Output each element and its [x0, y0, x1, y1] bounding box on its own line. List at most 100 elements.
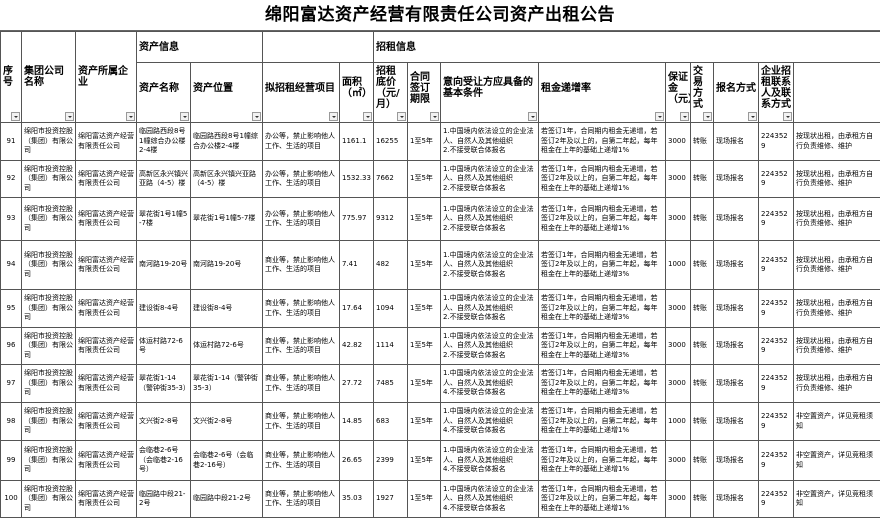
cell-asset-location[interactable]: 会临巷2-6号（会临巷2-16号）	[191, 441, 263, 481]
cell-deposit[interactable]: 3000	[666, 123, 691, 161]
cell-rent-increase[interactable]: 若签订1年，合同期内租金无递增，若签订2年及以上的，自第二年起，每年租金在上年的…	[539, 290, 666, 328]
cell-deposit[interactable]: 1000	[666, 241, 691, 290]
cell-group-company[interactable]: 绵阳市投资控股（集团）有限公司	[22, 328, 76, 365]
cell-deposit[interactable]: 3000	[666, 161, 691, 198]
cell-rent-increase[interactable]: 若签订1年，合同期内租金无递增，若签订2年及以上的，自第二年起，每年租金在上年的…	[539, 161, 666, 198]
cell-area[interactable]: 35.03	[340, 481, 374, 518]
cell-owner-company[interactable]: 绵阳富达资产经营有限责任公司	[76, 123, 137, 161]
filter-dropdown-button[interactable]	[126, 112, 135, 121]
filter-dropdown-button[interactable]	[180, 112, 189, 121]
cell-asset-name[interactable]: 文兴街2-8号	[137, 403, 191, 441]
cell-rent-increase[interactable]: 若签订1年，合同期内租金无递增，若签订2年及以上的，自第二年起，每年租金在上年的…	[539, 481, 666, 518]
cell-bidder-conditions[interactable]: 1.中国境内依法设立的企业法人、自然人及其他组织 2.不接受联合体报名	[441, 241, 539, 290]
filter-dropdown-button[interactable]	[65, 112, 74, 121]
cell-business-scope[interactable]: 商业等，禁止影响他人工作、生活的项目	[263, 365, 340, 403]
cell-owner-company[interactable]: 绵阳富达资产经营有限责任公司	[76, 241, 137, 290]
cell-bidder-conditions[interactable]: 1.中国境内依法设立的企业法人、自然人及其他组织 4.不接受联合体报名	[441, 403, 539, 441]
cell-contract-term[interactable]: 1至5年	[408, 481, 441, 518]
cell-remarks[interactable]: 非空置资产，详见竞租须知	[794, 403, 880, 441]
cell-area[interactable]: 42.82	[340, 328, 374, 365]
cell-bidder-conditions[interactable]: 1.中国境内依法设立的企业法人、自然人及其他组织 2.不接受联合体报名	[441, 290, 539, 328]
cell-group-company[interactable]: 绵阳市投资控股（集团）有限公司	[22, 365, 76, 403]
cell-base-price[interactable]: 1094	[374, 290, 408, 328]
cell-remarks[interactable]: 按现状出租，由承租方自行负责维修、维护	[794, 365, 880, 403]
cell-asset-location[interactable]: 建设街8-4号	[191, 290, 263, 328]
cell-remarks[interactable]: 按现状出租，由承租方自行负责维修、维护	[794, 161, 880, 198]
cell-seq[interactable]: 100	[1, 481, 22, 518]
cell-business-scope[interactable]: 商业等，禁止影响他人工作、生活的项目	[263, 403, 340, 441]
cell-contact[interactable]: 2243529	[759, 403, 794, 441]
cell-base-price[interactable]: 16255	[374, 123, 408, 161]
cell-deposit[interactable]: 3000	[666, 481, 691, 518]
filter-dropdown-button[interactable]	[252, 112, 261, 121]
cell-base-price[interactable]: 1114	[374, 328, 408, 365]
cell-deposit[interactable]: 3000	[666, 328, 691, 365]
cell-rent-increase[interactable]: 若签订1年，合同期内租金无递增，若签订2年及以上的，自第二年起，每年租金在上年的…	[539, 365, 666, 403]
filter-dropdown-button[interactable]	[11, 112, 20, 121]
cell-signup-method[interactable]: 现场报名	[714, 123, 759, 161]
cell-area[interactable]: 26.65	[340, 441, 374, 481]
cell-owner-company[interactable]: 绵阳富达资产经营有限责任公司	[76, 161, 137, 198]
cell-contact[interactable]: 2243529	[759, 481, 794, 518]
cell-asset-name[interactable]: 建设街8-4号	[137, 290, 191, 328]
cell-rent-increase[interactable]: 若签订1年，合同期内租金无递增，若签订2年及以上的，自第二年起，每年租金在上年的…	[539, 441, 666, 481]
cell-signup-method[interactable]: 现场报名	[714, 290, 759, 328]
cell-base-price[interactable]: 683	[374, 403, 408, 441]
cell-seq[interactable]: 92	[1, 161, 22, 198]
cell-asset-name[interactable]: 翠花街1-14（警钟街35-3）	[137, 365, 191, 403]
cell-bidder-conditions[interactable]: 1.中国境内依法设立的企业法人、自然人及其他组织 2.不接受联合体报名	[441, 161, 539, 198]
cell-group-company[interactable]: 绵阳市投资控股（集团）有限公司	[22, 123, 76, 161]
cell-bidder-conditions[interactable]: 1.中国境内依法设立的企业法人、自然人及其他组织 4.不接受联合体报名	[441, 365, 539, 403]
cell-area[interactable]: 775.97	[340, 198, 374, 241]
cell-deposit[interactable]: 3000	[666, 198, 691, 241]
cell-remarks[interactable]: 按现状出租，由承租方自行负责维修、维护	[794, 241, 880, 290]
cell-seq[interactable]: 94	[1, 241, 22, 290]
cell-area[interactable]: 7.41	[340, 241, 374, 290]
cell-deposit[interactable]: 3000	[666, 365, 691, 403]
cell-asset-name[interactable]: 翠花街1号1幢5-7楼	[137, 198, 191, 241]
cell-contact[interactable]: 2243529	[759, 123, 794, 161]
cell-business-scope[interactable]: 商业等，禁止影响他人工作、生活的项目	[263, 481, 340, 518]
filter-dropdown-button[interactable]	[397, 112, 406, 121]
cell-contract-term[interactable]: 1至5年	[408, 241, 441, 290]
cell-owner-company[interactable]: 绵阳富达资产经营有限责任公司	[76, 198, 137, 241]
filter-dropdown-button[interactable]	[703, 112, 712, 121]
cell-contract-term[interactable]: 1至5年	[408, 403, 441, 441]
cell-remarks[interactable]: 按现状出租，由承租方自行负责维修、维护	[794, 290, 880, 328]
cell-contact[interactable]: 2243529	[759, 198, 794, 241]
cell-base-price[interactable]: 482	[374, 241, 408, 290]
cell-area[interactable]: 1532.33	[340, 161, 374, 198]
cell-asset-name[interactable]: 高新区永兴镇兴亚路（4-5）楼	[137, 161, 191, 198]
cell-asset-location[interactable]: 体运村路72-6号	[191, 328, 263, 365]
cell-contract-term[interactable]: 1至5年	[408, 365, 441, 403]
cell-signup-method[interactable]: 现场报名	[714, 328, 759, 365]
cell-payment-method[interactable]: 转账	[691, 290, 714, 328]
cell-signup-method[interactable]: 现场报名	[714, 481, 759, 518]
cell-asset-name[interactable]: 会临巷2-6号（会临巷2-16号）	[137, 441, 191, 481]
cell-contact[interactable]: 2243529	[759, 290, 794, 328]
cell-business-scope[interactable]: 办公等，禁止影响他人工作、生活的项目	[263, 161, 340, 198]
cell-owner-company[interactable]: 绵阳富达资产经营有限责任公司	[76, 290, 137, 328]
cell-group-company[interactable]: 绵阳市投资控股（集团）有限公司	[22, 403, 76, 441]
cell-asset-location[interactable]: 翠花街1-14（警钟街35-3）	[191, 365, 263, 403]
cell-payment-method[interactable]: 转账	[691, 365, 714, 403]
cell-business-scope[interactable]: 商业等，禁止影响他人工作、生活的项目	[263, 290, 340, 328]
cell-payment-method[interactable]: 转账	[691, 403, 714, 441]
cell-asset-location[interactable]: 临园路西段8号1幢综合办公楼2-4楼	[191, 123, 263, 161]
filter-dropdown-button[interactable]	[655, 112, 664, 121]
cell-contract-term[interactable]: 1至5年	[408, 123, 441, 161]
cell-rent-increase[interactable]: 若签订1年，合同期内租金无递增，若签订2年及以上的，自第二年起，每年租金在上年的…	[539, 198, 666, 241]
cell-contact[interactable]: 2243529	[759, 161, 794, 198]
cell-base-price[interactable]: 7485	[374, 365, 408, 403]
cell-asset-name[interactable]: 临园路中段21-2号	[137, 481, 191, 518]
cell-seq[interactable]: 97	[1, 365, 22, 403]
cell-signup-method[interactable]: 现场报名	[714, 161, 759, 198]
cell-business-scope[interactable]: 办公等，禁止影响他人工作、生活的项目	[263, 198, 340, 241]
cell-remarks[interactable]: 非空置资产，详见竞租须知	[794, 481, 880, 518]
cell-bidder-conditions[interactable]: 1.中国境内依法设立的企业法人、自然人及其他组织 4.不接受联合体报名	[441, 441, 539, 481]
filter-dropdown-button[interactable]	[680, 112, 689, 121]
cell-asset-location[interactable]: 临园路中段21-2号	[191, 481, 263, 518]
cell-payment-method[interactable]: 转账	[691, 161, 714, 198]
cell-business-scope[interactable]: 商业等，禁止影响他人工作、生活的项目	[263, 241, 340, 290]
cell-owner-company[interactable]: 绵阳富达资产经营有限责任公司	[76, 403, 137, 441]
